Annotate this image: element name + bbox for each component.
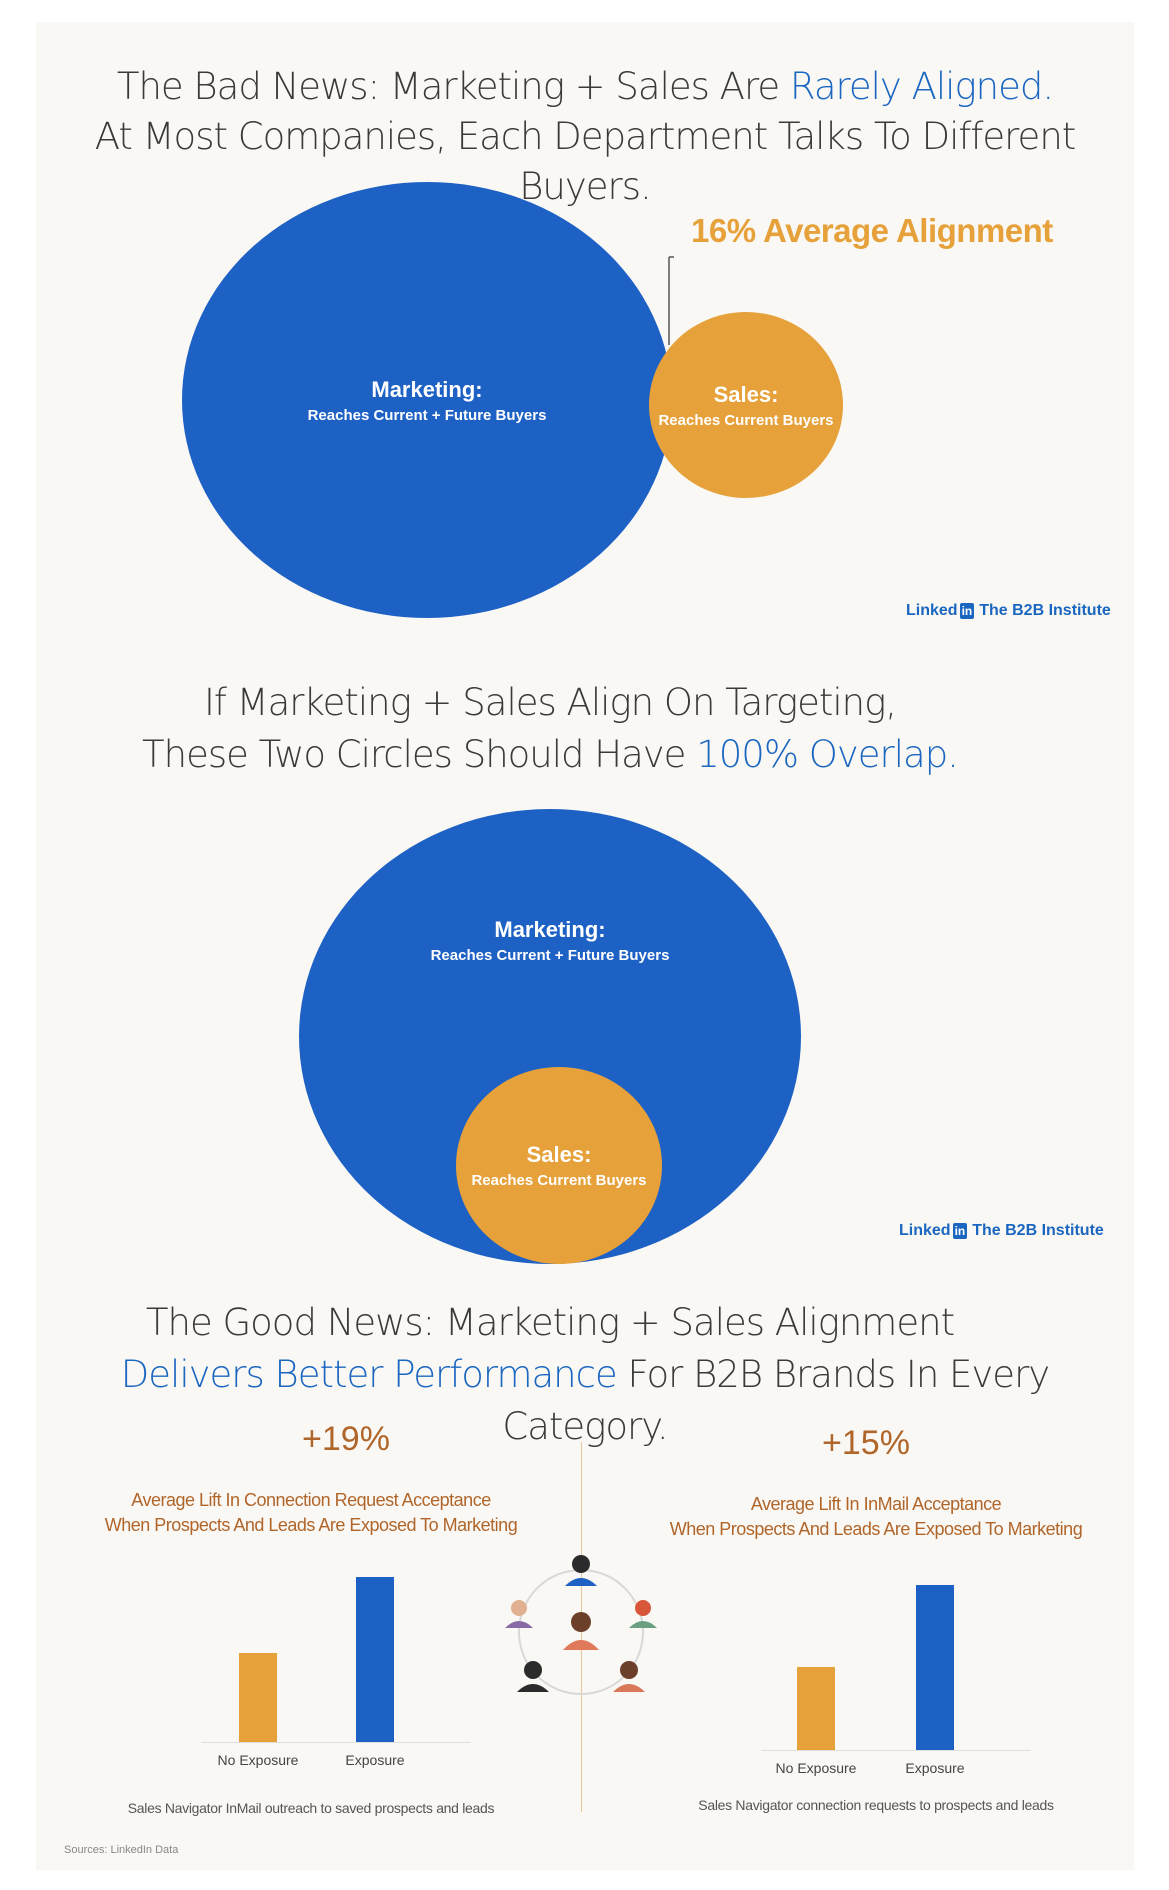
- left-bar-exposure: [356, 1577, 394, 1742]
- linkedin-icon: in: [952, 1223, 968, 1239]
- right-bar-exposure: [916, 1585, 954, 1750]
- source-note: Sources: LinkedIn Data: [64, 1844, 179, 1856]
- linkedin-icon: in: [959, 603, 975, 619]
- brand-logo-1: Linked in The B2B Institute: [906, 602, 1111, 619]
- people-network-icon: [505, 1555, 657, 1695]
- overlap-highlight: 100% Overlap.: [696, 733, 959, 776]
- section1-headline-line2: At Most Companies, Each Department Talks…: [94, 115, 1077, 208]
- right-bar-no-exposure: [797, 1666, 835, 1750]
- better-performance-highlight: Delivers Better Performance: [120, 1353, 618, 1396]
- right-stat: +15%: [822, 1424, 910, 1462]
- right-description: Average Lift In InMail Acceptance When P…: [669, 1494, 1083, 1539]
- section2-headline-line1: If Marketing + Sales Align On Targeting,: [203, 681, 897, 724]
- right-chart-axis: [761, 1750, 1031, 1751]
- left-bar-label: Exposure: [345, 1752, 405, 1768]
- right-note: Sales Navigator connection requests to p…: [698, 1797, 1054, 1813]
- infographic-panel: The Bad News: Marketing + Sales Are Rare…: [36, 22, 1134, 1870]
- left-stat: +19%: [302, 1420, 390, 1458]
- left-note: Sales Navigator InMail outreach to saved…: [127, 1800, 495, 1816]
- alignment-callout: 16% Average Alignment: [691, 212, 1053, 249]
- right-bar-label: Exposure: [905, 1760, 965, 1776]
- rarely-aligned-highlight: Rarely Aligned.: [789, 65, 1054, 108]
- section2-headline: If Marketing + Sales Align On Targeting,…: [36, 677, 1134, 781]
- left-description: Average Lift In Connection Request Accep…: [104, 1490, 518, 1535]
- left-bar-label: No Exposure: [217, 1752, 299, 1768]
- section3-headline: The Good News: Marketing + Sales Alignme…: [36, 1297, 1134, 1453]
- sales-circle-1: Sales: Reaches Current Buyers: [649, 312, 843, 498]
- brand-logo-2: Linked in The B2B Institute: [899, 1222, 1104, 1239]
- callout-leader-line: [668, 256, 674, 345]
- left-bar-no-exposure: [239, 1653, 277, 1742]
- section2-headline-line2: These Two Circles Should Have 100% Overl…: [142, 733, 959, 776]
- section3-headline-line1: The Good News: Marketing + Sales Alignme…: [145, 1301, 955, 1344]
- section3-headline-line2: Delivers Better Performance For B2B Bran…: [120, 1353, 1050, 1448]
- right-bar-label: No Exposure: [775, 1760, 857, 1776]
- section1-headline-line1: The Bad News: Marketing + Sales Are Rare…: [116, 65, 1054, 108]
- marketing-circle-1: Marketing: Reaches Current + Future Buye…: [182, 182, 672, 618]
- section1-headline: The Bad News: Marketing + Sales Are Rare…: [36, 62, 1134, 212]
- left-chart-axis: [201, 1742, 471, 1743]
- sales-circle-2: Sales: Reaches Current Buyers: [456, 1067, 662, 1264]
